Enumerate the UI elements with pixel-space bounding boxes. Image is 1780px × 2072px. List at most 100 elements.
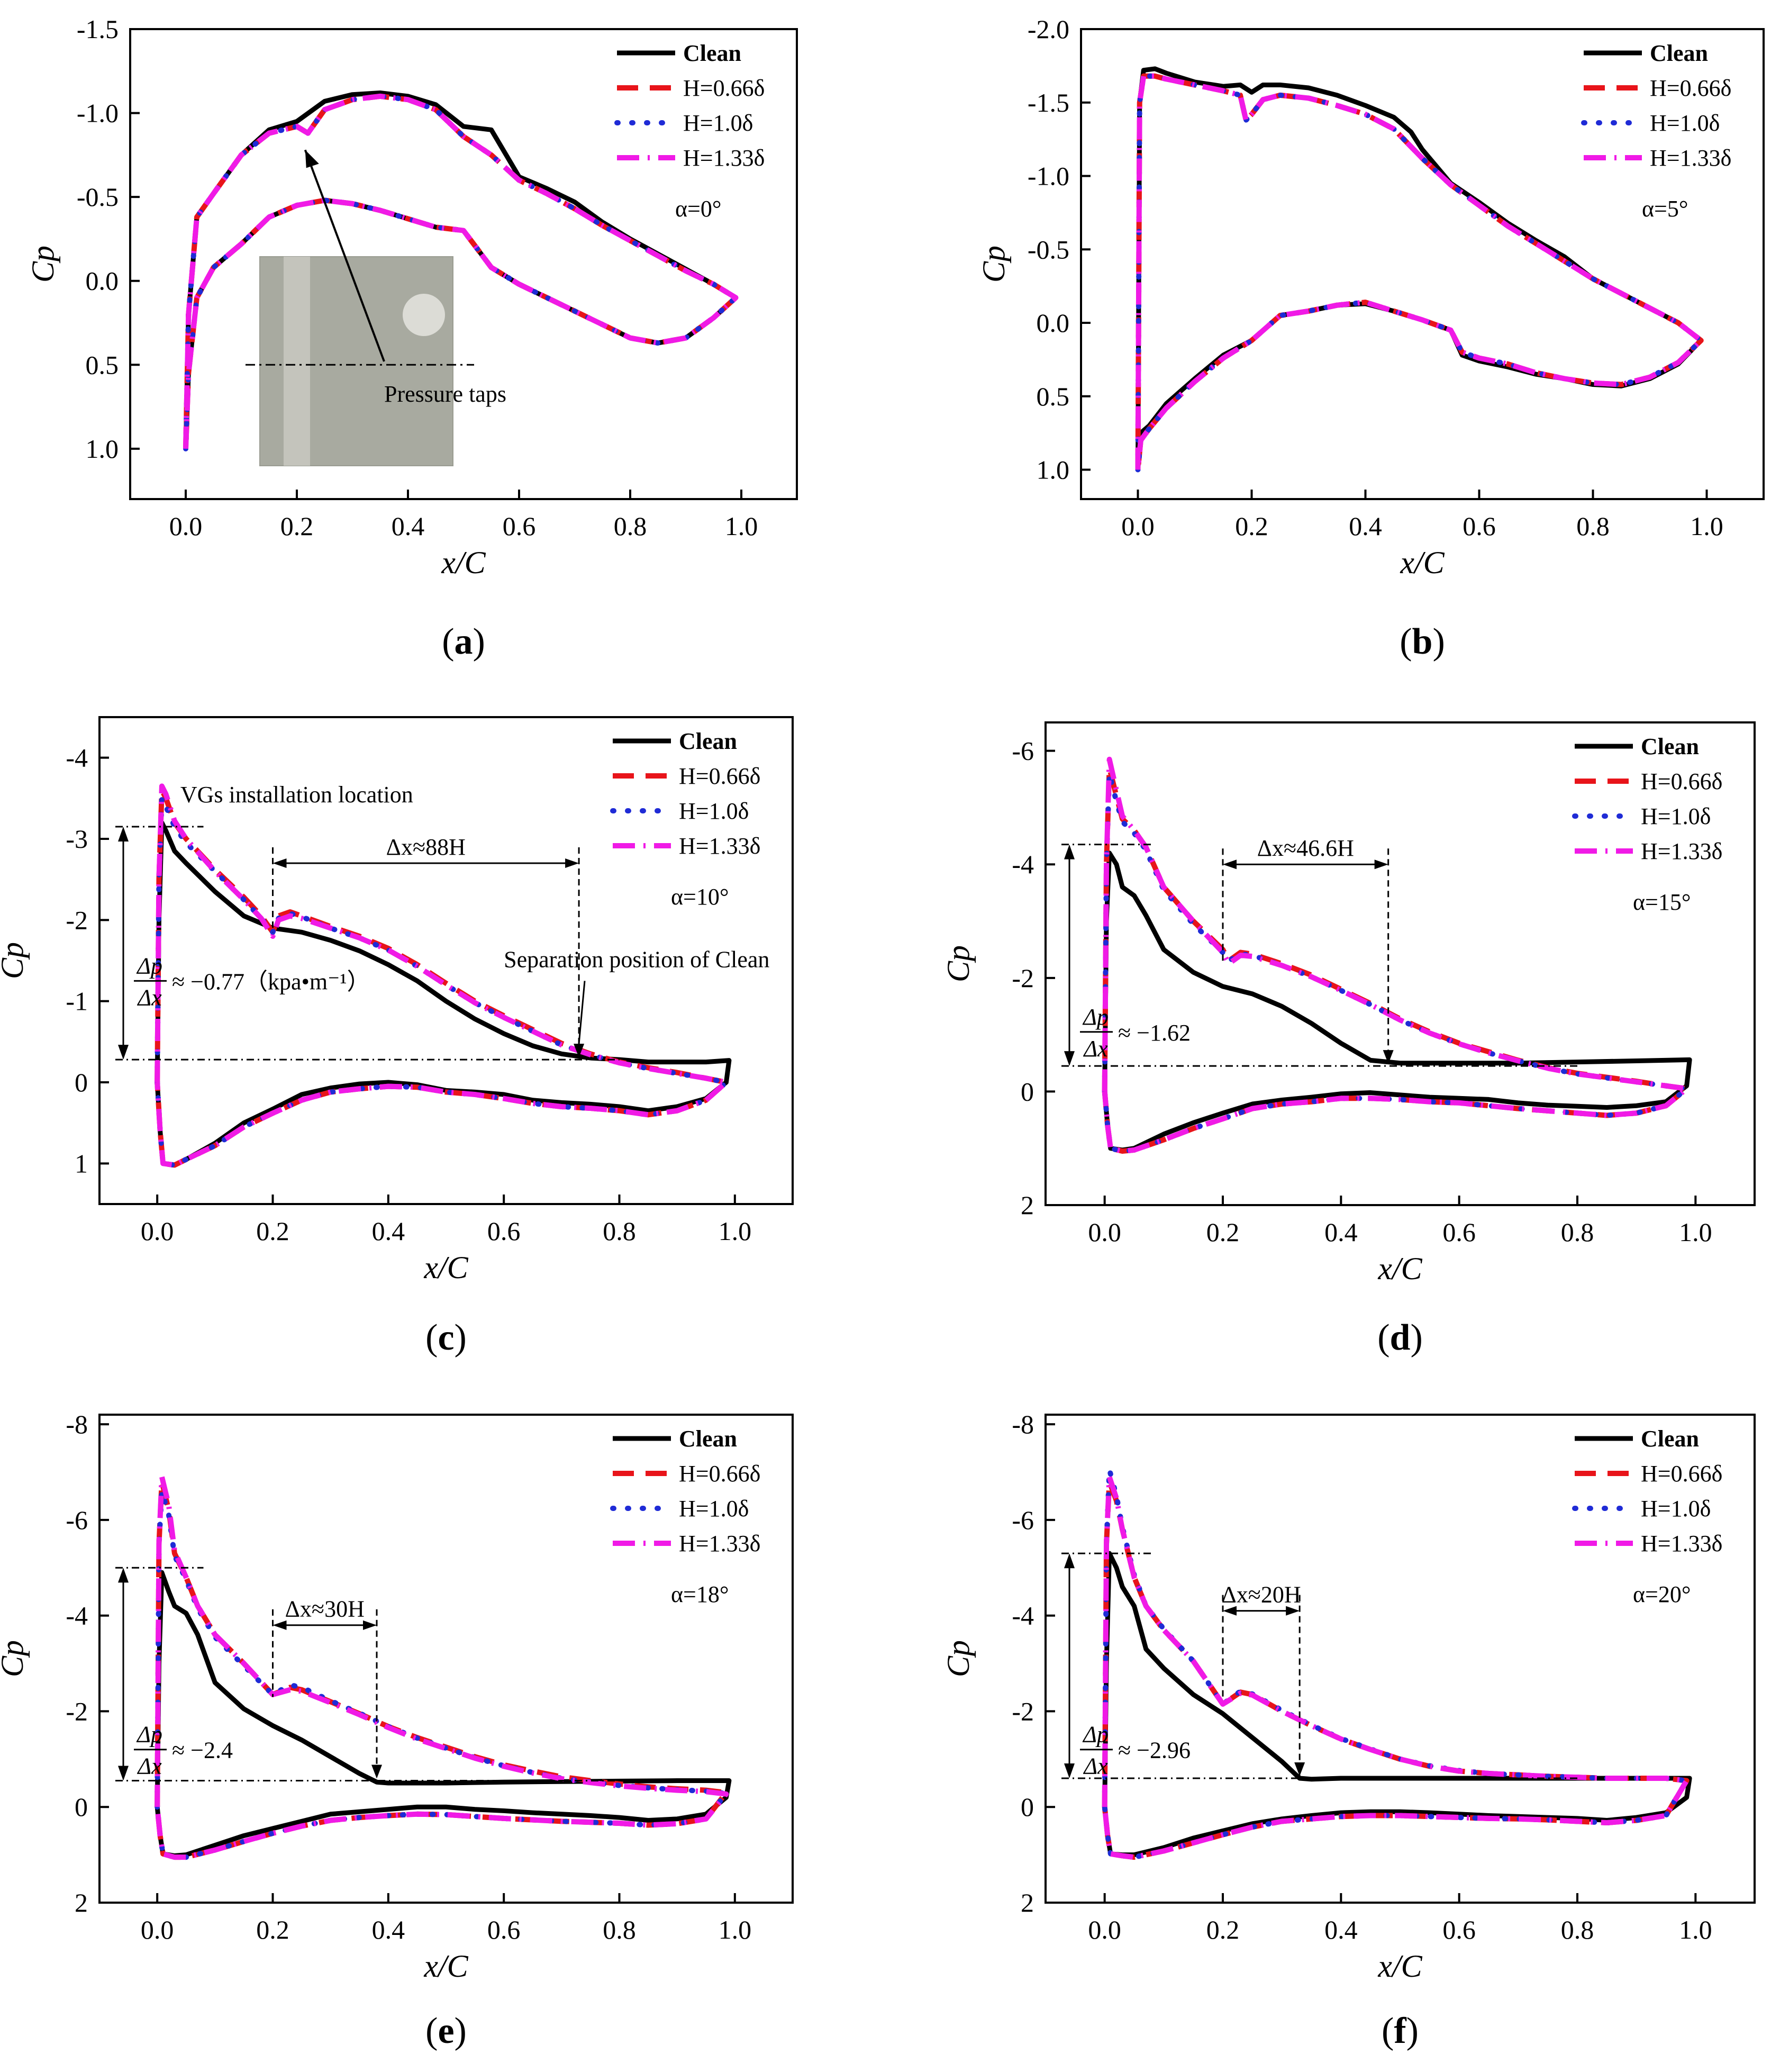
legend-entry-2: H=1.0δ — [679, 1496, 749, 1522]
legend-entry-3: H=1.33δ — [1650, 145, 1731, 171]
series-line-0 — [1102, 1551, 1692, 1858]
legend-entry-2: H=1.0δ — [1641, 1496, 1711, 1522]
gradient-denominator: Δx — [137, 1753, 162, 1779]
x-tick-label: 0.6 — [487, 1915, 521, 1944]
legend-entry-1: H=0.66δ — [1641, 1461, 1722, 1487]
series-line-3 — [1102, 1474, 1690, 1860]
legend-entry-2: H=1.0δ — [1650, 110, 1720, 136]
gradient-numerator: Δp — [1082, 1004, 1109, 1030]
x-axis-label: x/C — [1377, 1251, 1422, 1286]
y-tick-label: 0 — [75, 1792, 88, 1822]
legend-entry-0: Clean — [683, 40, 741, 66]
delta-x-arrowhead-left — [273, 858, 287, 868]
y-tick-label: -8 — [1012, 1409, 1034, 1439]
alpha-label: α=10° — [671, 884, 729, 910]
plot-frame — [1045, 721, 1756, 1206]
x-axis-label: x/C — [1400, 545, 1445, 580]
x-tick-label: 1.0 — [725, 511, 758, 541]
x-tick-label: 0.2 — [256, 1216, 289, 1246]
x-tick-label: 1.0 — [1690, 511, 1723, 541]
annotation-delta-x: Δx≈30H — [285, 1596, 365, 1622]
y-tick-label: -2 — [1012, 963, 1034, 993]
legend-entry-1: H=0.66δ — [683, 75, 765, 101]
y-tick-label: 0 — [1021, 1076, 1034, 1106]
series-line-3 — [183, 93, 739, 449]
y-axis-label: Cp — [941, 945, 976, 982]
pressure-drop-arrowhead-top — [1064, 1553, 1075, 1569]
y-axis-label: Cp — [25, 246, 60, 283]
x-tick-label: 0.4 — [372, 1216, 405, 1246]
pressure-drop-arrowhead-top — [118, 1568, 129, 1583]
legend-entry-2: H=1.0δ — [1641, 803, 1711, 829]
y-tick-label: -6 — [1012, 736, 1034, 766]
annotation-pressure-taps: Pressure taps — [384, 381, 506, 407]
legend-entry-1: H=0.66δ — [679, 763, 760, 789]
y-tick-label: -3 — [66, 824, 88, 854]
panel-label: (c) — [425, 1317, 467, 1358]
plot-frame — [129, 28, 798, 500]
x-tick-label: 0.8 — [614, 511, 647, 541]
x-tick-label: 1.0 — [1679, 1915, 1712, 1944]
pressure-drop-arrowhead-top — [1064, 844, 1075, 859]
x-tick-label: 0.0 — [1088, 1217, 1121, 1247]
legend-entry-2: H=1.0δ — [683, 110, 753, 136]
legend-entry-3: H=1.33δ — [683, 145, 765, 171]
alpha-label: α=18° — [671, 1581, 729, 1607]
x-tick-label: 0.4 — [1349, 511, 1382, 541]
x-axis-label: x/C — [423, 1250, 468, 1285]
panel-label: (e) — [425, 2011, 467, 2051]
series-line-0 — [1102, 850, 1692, 1153]
panel-label: (a) — [442, 621, 485, 662]
chart-panel-b: 0.0 0.2 0.4 0.6 0.8 1.0 -2.0 -1.5 -1.0 -0.5 0.0 0.5… — [976, 14, 1765, 662]
legend-entry-3: H=1.33δ — [679, 1531, 760, 1557]
annotation-delta-x: Δx≈46.6H — [1257, 835, 1354, 861]
gradient-denominator: Δx — [137, 984, 162, 1010]
y-tick-label: -0.5 — [77, 182, 119, 212]
delta-x-arrowhead-right — [1286, 1606, 1300, 1616]
delta-x-arrowhead-right — [363, 1620, 377, 1630]
legend-entry-0: Clean — [1641, 734, 1699, 759]
separation-arrowhead — [1383, 1050, 1394, 1064]
x-tick-label: 0.2 — [1206, 1217, 1240, 1247]
y-tick-label: -2.0 — [1028, 14, 1069, 44]
x-axis-label: x/C — [441, 545, 486, 580]
series-line-2 — [1135, 73, 1704, 473]
y-axis-label: Cp — [941, 1640, 976, 1677]
series-line-2 — [155, 1488, 729, 1860]
gradient-numerator: Δp — [136, 1722, 162, 1748]
x-tick-label: 0.2 — [256, 1915, 289, 1944]
x-tick-label: 0.6 — [1463, 511, 1496, 541]
y-tick-label: -2 — [1012, 1696, 1034, 1726]
pressure-drop-arrowhead-bottom — [1064, 1051, 1075, 1066]
y-tick-label: 2 — [1021, 1190, 1034, 1220]
y-tick-label: 0.5 — [86, 350, 119, 379]
x-tick-label: 0.8 — [603, 1216, 636, 1246]
gradient-value: ≈ −1.62 — [1118, 1020, 1191, 1046]
pressure-tap-arrowhead — [305, 150, 319, 168]
chart-panel-e: 0.0 0.2 0.4 0.6 0.8 1.0 -8 -6 -4 -2 0 2 x/C Cp Clean H=… — [0, 1409, 794, 2051]
gradient-value: ≈ −0.77（kpa•m⁻¹） — [172, 969, 370, 994]
y-tick-label: 0.0 — [86, 266, 119, 296]
x-tick-label: 0.0 — [141, 1216, 174, 1246]
x-tick-label: 0.6 — [487, 1216, 521, 1246]
chart-panel-c: 0.0 0.2 0.4 0.6 0.8 1.0 -4 -3 -2 -1 0 1 x/C Cp Clean H=… — [0, 716, 794, 1358]
pressure-tap-arrow — [304, 149, 385, 362]
legend-entry-1: H=0.66δ — [1650, 75, 1731, 101]
y-tick-label: 2 — [1021, 1888, 1034, 1917]
x-tick-label: 0.4 — [372, 1915, 405, 1944]
legend-entry-3: H=1.33δ — [1641, 838, 1722, 864]
pressure-drop-arrowhead-bottom — [1064, 1763, 1075, 1778]
y-tick-label: -4 — [1012, 849, 1034, 879]
y-tick-label: 0 — [75, 1067, 88, 1097]
x-tick-label: 0.4 — [1324, 1915, 1358, 1944]
gradient-numerator: Δp — [136, 953, 162, 979]
legend-entry-0: Clean — [679, 1426, 737, 1452]
x-tick-label: 0.2 — [1206, 1915, 1240, 1944]
series-line-1 — [155, 1479, 729, 1860]
legend-entry-0: Clean — [679, 728, 737, 754]
y-tick-label: -1.0 — [77, 98, 119, 128]
y-tick-label: -0.5 — [1028, 234, 1069, 264]
alpha-label: α=5° — [1642, 196, 1688, 222]
pressure-drop-arrowhead-bottom — [118, 1766, 129, 1781]
series-line-3 — [1102, 756, 1690, 1154]
